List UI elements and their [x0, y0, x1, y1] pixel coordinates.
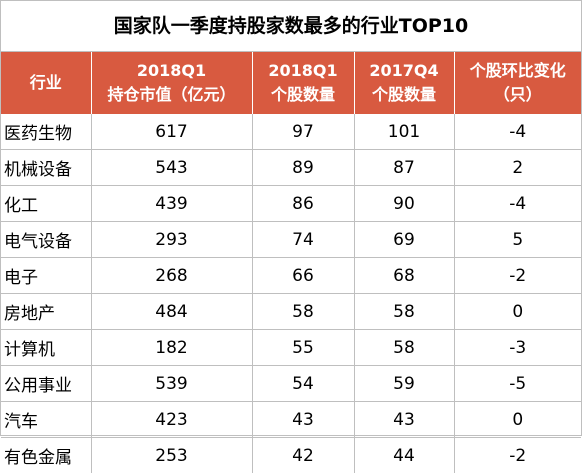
cell-market-value: 539 — [91, 366, 252, 402]
header-industry-label: 行业 — [1, 71, 91, 95]
cell-industry: 有色金属 — [1, 438, 91, 473]
header-count-2017q4-line-1: 2017Q4 — [355, 59, 454, 83]
header-industry: 行业 — [1, 52, 91, 114]
cell-market-value: 423 — [91, 402, 252, 438]
cell-market-value: 484 — [91, 294, 252, 330]
table-header: 行业 2018Q1 持仓市值（亿元） 2018Q1 个股数量 2017Q4 个股… — [1, 52, 581, 114]
cell-qoq-change: 5 — [454, 222, 581, 258]
cell-industry: 电气设备 — [1, 222, 91, 258]
cell-qoq-change: -2 — [454, 258, 581, 294]
cell-count-2018q1: 86 — [252, 186, 354, 222]
cell-market-value: 543 — [91, 150, 252, 186]
header-qoq-change-line-1: 个股环比变化 — [455, 59, 582, 83]
cell-qoq-change: -2 — [454, 438, 581, 473]
table-row: 公用事业 539 54 59 -5 — [1, 366, 581, 402]
header-qoq-change: 个股环比变化 （只） — [454, 52, 581, 114]
cell-count-2017q4: 90 — [354, 186, 454, 222]
cell-count-2018q1: 54 — [252, 366, 354, 402]
header-count-2018q1-line-2: 个股数量 — [253, 83, 354, 107]
cell-market-value: 182 — [91, 330, 252, 366]
header-qoq-change-line-2: （只） — [455, 83, 582, 107]
cell-industry: 公用事业 — [1, 366, 91, 402]
cell-qoq-change: -5 — [454, 366, 581, 402]
table-row: 汽车 423 43 43 0 — [1, 402, 581, 438]
header-market-value-line-2: 持仓市值（亿元） — [92, 83, 252, 107]
cell-industry: 医药生物 — [1, 114, 91, 150]
table-row: 房地产 484 58 58 0 — [1, 294, 581, 330]
cell-count-2017q4: 101 — [354, 114, 454, 150]
table-row: 计算机 182 55 58 -3 — [1, 330, 581, 366]
header-count-2017q4: 2017Q4 个股数量 — [354, 52, 454, 114]
cell-count-2017q4: 68 — [354, 258, 454, 294]
table-row: 电气设备 293 74 69 5 — [1, 222, 581, 258]
table-row: 机械设备 543 89 87 2 — [1, 150, 581, 186]
header-count-2018q1-line-1: 2018Q1 — [253, 59, 354, 83]
table-title: 国家队一季度持股家数最多的行业TOP10 — [1, 1, 581, 52]
header-market-value: 2018Q1 持仓市值（亿元） — [91, 52, 252, 114]
cell-count-2017q4: 44 — [354, 438, 454, 473]
cell-count-2018q1: 74 — [252, 222, 354, 258]
cell-count-2017q4: 69 — [354, 222, 454, 258]
table-row: 有色金属 253 42 44 -2 — [1, 438, 581, 473]
table-body: 医药生物 617 97 101 -4 机械设备 543 89 87 2 化工 4… — [1, 114, 581, 473]
cell-count-2017q4: 58 — [354, 330, 454, 366]
header-market-value-line-1: 2018Q1 — [92, 59, 252, 83]
cell-count-2018q1: 43 — [252, 402, 354, 438]
cell-count-2017q4: 43 — [354, 402, 454, 438]
table-document: 国家队一季度持股家数最多的行业TOP10 行业 2018Q1 持仓市值（亿元） … — [0, 0, 582, 436]
cell-qoq-change: -4 — [454, 186, 581, 222]
cell-count-2017q4: 59 — [354, 366, 454, 402]
cell-count-2018q1: 58 — [252, 294, 354, 330]
cell-count-2018q1: 66 — [252, 258, 354, 294]
cell-market-value: 253 — [91, 438, 252, 473]
cell-qoq-change: -3 — [454, 330, 581, 366]
cell-count-2018q1: 55 — [252, 330, 354, 366]
cell-market-value: 617 — [91, 114, 252, 150]
cell-market-value: 293 — [91, 222, 252, 258]
cell-count-2018q1: 42 — [252, 438, 354, 473]
cell-industry: 房地产 — [1, 294, 91, 330]
cell-qoq-change: 0 — [454, 294, 581, 330]
cell-count-2018q1: 97 — [252, 114, 354, 150]
cell-count-2017q4: 87 — [354, 150, 454, 186]
data-table: 行业 2018Q1 持仓市值（亿元） 2018Q1 个股数量 2017Q4 个股… — [1, 52, 581, 473]
cell-qoq-change: 0 — [454, 402, 581, 438]
cell-industry: 机械设备 — [1, 150, 91, 186]
cell-qoq-change: 2 — [454, 150, 581, 186]
cell-qoq-change: -4 — [454, 114, 581, 150]
cell-industry: 电子 — [1, 258, 91, 294]
cell-count-2018q1: 89 — [252, 150, 354, 186]
cell-industry: 化工 — [1, 186, 91, 222]
cell-industry: 计算机 — [1, 330, 91, 366]
header-count-2018q1: 2018Q1 个股数量 — [252, 52, 354, 114]
cell-market-value: 268 — [91, 258, 252, 294]
cell-market-value: 439 — [91, 186, 252, 222]
cell-industry: 汽车 — [1, 402, 91, 438]
header-count-2017q4-line-2: 个股数量 — [355, 83, 454, 107]
cell-count-2017q4: 58 — [354, 294, 454, 330]
header-row: 行业 2018Q1 持仓市值（亿元） 2018Q1 个股数量 2017Q4 个股… — [1, 52, 581, 114]
table-row: 化工 439 86 90 -4 — [1, 186, 581, 222]
table-row: 医药生物 617 97 101 -4 — [1, 114, 581, 150]
table-row: 电子 268 66 68 -2 — [1, 258, 581, 294]
